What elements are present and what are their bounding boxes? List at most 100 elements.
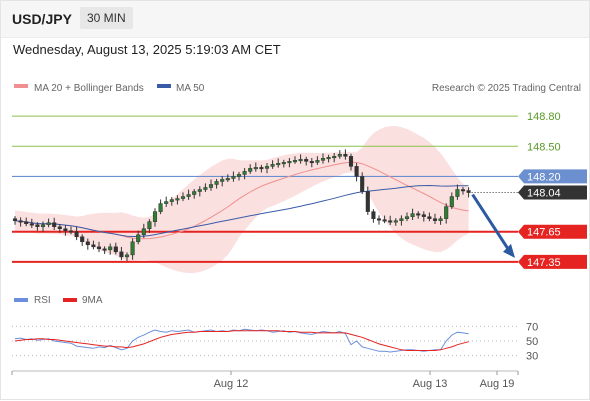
candle xyxy=(46,218,51,228)
candle xyxy=(164,196,169,207)
bollinger-fill xyxy=(15,126,469,274)
candle xyxy=(382,215,387,224)
candle xyxy=(354,163,359,182)
candle xyxy=(421,211,426,222)
candle xyxy=(225,174,230,182)
candle xyxy=(432,213,438,224)
candle xyxy=(152,208,158,227)
symbol-label: USD/JPY xyxy=(12,11,72,27)
candle xyxy=(315,156,320,165)
candle xyxy=(192,189,197,199)
moving-averages xyxy=(14,161,469,240)
candle xyxy=(438,216,443,225)
level-label: 148.04 xyxy=(527,188,561,200)
candle xyxy=(264,163,270,174)
level-label: 147.65 xyxy=(527,227,561,239)
levels xyxy=(12,115,518,263)
level-label-box xyxy=(518,224,587,239)
candle xyxy=(309,158,314,168)
candle xyxy=(281,159,286,168)
header-bar: USD/JPY 30 MIN xyxy=(1,1,589,38)
candle xyxy=(180,192,186,202)
candle xyxy=(348,153,354,171)
candle xyxy=(332,152,337,163)
candle xyxy=(136,230,141,245)
timeframe-badge[interactable]: 30 MIN xyxy=(80,7,133,29)
level-label: 148.50 xyxy=(527,141,561,153)
rsi-legend-swatch xyxy=(14,298,28,302)
rsi-legend: RSI 9MA xyxy=(14,295,103,306)
candle xyxy=(124,252,130,262)
candle xyxy=(203,183,208,193)
level-label: 147.35 xyxy=(527,257,561,269)
legend: MA 20 + Bollinger Bands MA 50 Research ©… xyxy=(14,83,581,94)
candle xyxy=(444,203,449,224)
candle xyxy=(186,189,191,200)
level-label: 148.20 xyxy=(527,171,561,183)
candle xyxy=(57,224,62,233)
candle xyxy=(214,178,219,189)
candle xyxy=(449,192,454,210)
x-axis-ticks: Aug 12 Aug 13 Aug 19 xyxy=(11,371,519,390)
rsi-legend-label: RSI xyxy=(34,295,51,306)
level-labels: 148.80 148.50 148.20 148.04 147.65 147.35 xyxy=(518,111,587,269)
x-tick-label: Aug 19 xyxy=(480,378,515,390)
rsi-ma-legend-label: 9MA xyxy=(82,295,103,306)
level-label: 148.80 xyxy=(527,111,561,123)
candle xyxy=(63,225,68,236)
candle xyxy=(141,223,146,239)
candle xyxy=(410,208,415,220)
bollinger-legend-swatch xyxy=(14,84,28,88)
candle xyxy=(12,216,18,225)
forecast-arrow xyxy=(471,193,515,258)
candle xyxy=(220,176,225,187)
rsi-tick-label: 70 xyxy=(526,321,538,333)
candle xyxy=(158,199,163,215)
ma50-legend-swatch xyxy=(157,84,171,88)
candle xyxy=(197,186,202,197)
level-label-box xyxy=(518,254,587,269)
ma50-legend-label: MA 50 xyxy=(176,83,205,94)
candle xyxy=(287,158,292,168)
candle xyxy=(29,218,34,229)
candle xyxy=(80,234,85,246)
candle xyxy=(108,243,113,255)
candle xyxy=(248,164,253,174)
candle xyxy=(236,171,242,181)
candle xyxy=(74,226,79,241)
candle xyxy=(427,212,432,222)
bollinger-band xyxy=(15,126,469,274)
candle xyxy=(343,149,348,160)
datetime-label: Wednesday, August 13, 2025 5:19:03 AM CE… xyxy=(13,42,281,57)
candle xyxy=(175,195,180,205)
candle xyxy=(259,164,264,173)
rsi-ma-legend-swatch xyxy=(63,298,77,302)
candle xyxy=(292,156,298,164)
level-label-box xyxy=(518,185,587,200)
candle xyxy=(460,186,466,195)
candle xyxy=(376,215,382,225)
candle xyxy=(119,246,124,261)
candle xyxy=(360,172,365,195)
ma50-line xyxy=(14,184,469,237)
candle xyxy=(96,241,102,253)
candle xyxy=(399,215,404,226)
candle xyxy=(52,217,57,231)
candle xyxy=(208,179,214,191)
candle xyxy=(35,222,40,231)
candle xyxy=(68,226,74,235)
candle xyxy=(320,153,326,164)
level-label-box xyxy=(518,169,587,184)
candle xyxy=(242,168,247,180)
candle xyxy=(24,217,29,227)
candle xyxy=(304,156,309,166)
candle xyxy=(270,160,275,169)
candle xyxy=(337,150,342,159)
forecast-arrow-head xyxy=(503,243,515,258)
candle xyxy=(85,238,90,250)
candle xyxy=(102,246,107,254)
candle xyxy=(365,186,370,215)
rsi-tick-label: 50 xyxy=(526,336,538,348)
